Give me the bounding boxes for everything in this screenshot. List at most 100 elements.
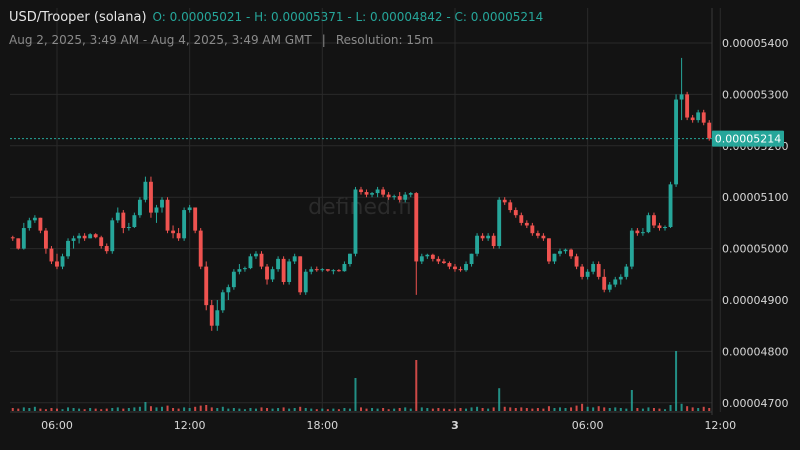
volume-bar	[371, 408, 374, 411]
candle-body	[635, 230, 640, 234]
candle-body	[397, 196, 402, 200]
candle-body	[165, 199, 170, 231]
candle-body	[419, 256, 424, 262]
candle-body	[524, 222, 529, 226]
volume-bar	[17, 408, 20, 411]
candle-body	[43, 230, 48, 249]
volume-bar	[33, 406, 36, 411]
volume-bar	[636, 408, 639, 411]
candle-body	[32, 217, 37, 221]
candle-body	[331, 270, 336, 272]
volume-bar	[382, 408, 385, 411]
volume-bar	[531, 408, 534, 411]
volume-bar	[393, 408, 396, 411]
candle-body	[16, 238, 21, 249]
volume-bar	[564, 408, 567, 411]
candle-body	[370, 193, 374, 195]
candle-body	[55, 261, 59, 267]
chart-subheader: Aug 2, 2025, 3:49 AM - Aug 4, 2025, 3:49…	[9, 33, 433, 47]
candle-body	[453, 266, 457, 270]
candle-body	[231, 271, 236, 288]
chart-header: USD/Trooper (solana) O: 0.00005021 - H: 0…	[9, 10, 543, 25]
volume-bar	[277, 408, 280, 411]
volume-bar	[575, 405, 578, 411]
candle-body	[629, 230, 634, 267]
candle-body	[613, 279, 618, 285]
volume-bar	[138, 406, 141, 411]
volume-bar	[61, 409, 64, 411]
volume-bar	[597, 406, 600, 411]
volume-bar	[586, 406, 589, 411]
candle-body	[281, 258, 286, 283]
volume-bar	[304, 408, 307, 411]
volume-bar	[89, 408, 92, 411]
volume-bar	[293, 408, 296, 411]
candle-body	[441, 261, 446, 263]
candle-body	[27, 220, 32, 229]
candle-body	[663, 227, 667, 229]
candle-body	[132, 215, 137, 228]
volume-bar	[122, 408, 125, 411]
candle-body	[320, 269, 325, 271]
x-tick-label: 12:00	[704, 419, 736, 432]
volume-bar	[282, 407, 285, 411]
candle-body	[254, 253, 258, 257]
volume-bar	[365, 408, 368, 411]
candle-body	[82, 235, 87, 239]
candle-body	[652, 215, 656, 226]
volume-bar	[216, 408, 219, 411]
volume-bar	[697, 408, 700, 411]
volume-bar	[592, 407, 595, 411]
candle-body	[469, 253, 474, 265]
volume-bar	[310, 408, 313, 411]
candle-body	[558, 251, 562, 254]
y-tick-label: 0.00004900	[722, 294, 788, 307]
candle-body	[591, 264, 596, 272]
candle-body	[110, 220, 115, 252]
volume-bar	[243, 409, 246, 411]
volume-bar	[177, 408, 180, 411]
candle-body	[425, 254, 430, 257]
volume-bar	[376, 408, 379, 411]
candle-body	[66, 240, 70, 257]
candle-body	[38, 217, 43, 231]
candle-body	[99, 237, 104, 247]
volume-bar	[691, 407, 694, 411]
volume-bar	[708, 408, 711, 411]
candle-body	[408, 193, 413, 195]
candle-body	[530, 225, 535, 234]
volume-bar	[647, 407, 650, 411]
volume-bar	[404, 407, 407, 411]
candle-body	[309, 269, 314, 272]
volume-bar	[520, 407, 523, 411]
candle-body	[585, 271, 590, 277]
volume-bar	[105, 408, 108, 411]
volume-bar	[431, 408, 434, 411]
volume-bar	[166, 405, 169, 411]
volume-bar	[498, 388, 501, 411]
time-range: Aug 2, 2025, 3:49 AM - Aug 4, 2025, 3:49…	[9, 33, 312, 47]
volume-bar	[260, 407, 263, 411]
x-tick-label: 3	[451, 419, 459, 432]
volume-bar	[44, 409, 47, 411]
candle-body	[480, 235, 485, 239]
y-tick-label: 0.00005400	[722, 37, 788, 50]
volume-bar	[232, 408, 235, 411]
volume-bar	[227, 408, 230, 411]
candle-body	[237, 269, 242, 272]
volume-bar	[144, 402, 147, 411]
volume-bar	[332, 408, 335, 411]
y-tick-label: 0.00005300	[722, 88, 788, 101]
volume-bar	[675, 351, 678, 411]
candle-body	[602, 276, 607, 290]
candle-body	[535, 233, 540, 236]
candle-body	[580, 266, 585, 277]
resolution-label[interactable]: Resolution: 15m	[335, 33, 434, 47]
volume-bar	[625, 408, 628, 411]
volume-bar	[360, 407, 362, 411]
x-tick-label: 18:00	[306, 419, 338, 432]
volume-bar	[514, 408, 517, 411]
